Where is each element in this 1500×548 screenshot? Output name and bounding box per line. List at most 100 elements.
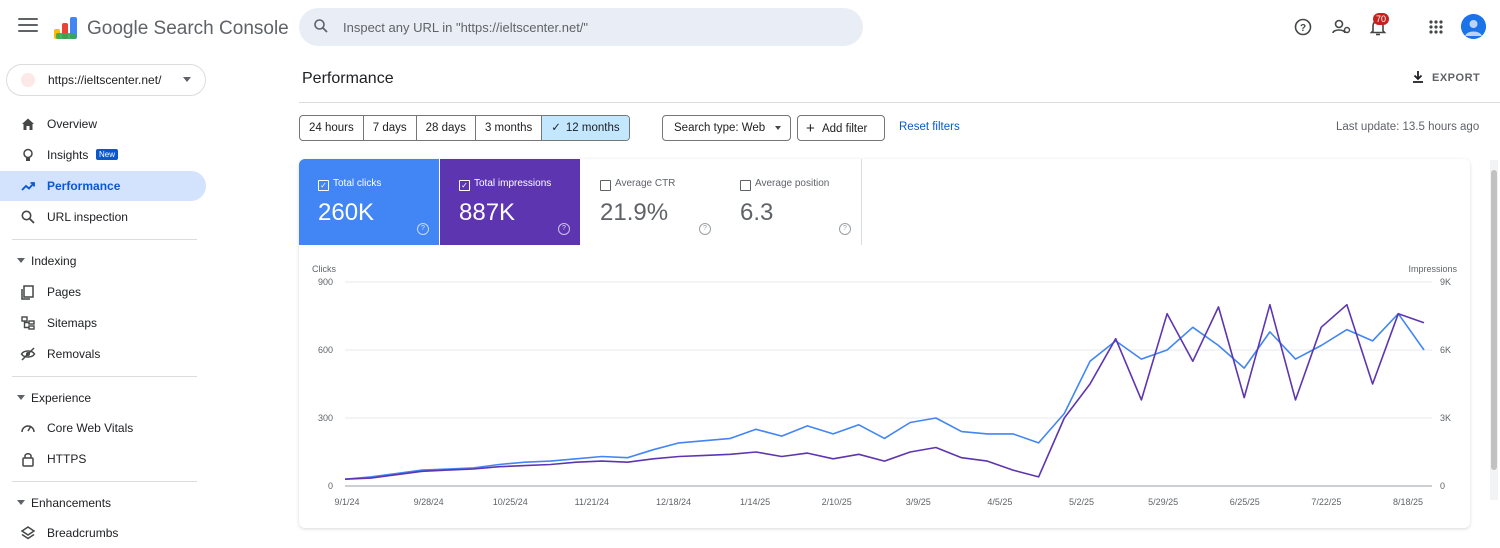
svg-text:?: ?: [1300, 23, 1306, 34]
search-input[interactable]: Inspect any URL in "https://ieltscenter.…: [343, 20, 589, 35]
page-title: Performance: [302, 70, 394, 87]
help-icon[interactable]: ?: [699, 223, 711, 235]
checkbox-checked-icon[interactable]: ✓: [459, 180, 470, 191]
metric-label: Total clicks: [333, 178, 382, 189]
x-tick-label: 10/25/24: [493, 497, 528, 507]
section-experience[interactable]: Experience: [0, 385, 206, 411]
sidebar-item-label: Removals: [47, 347, 101, 361]
range-3-months[interactable]: 3 months: [476, 116, 543, 140]
sidebar-item-overview[interactable]: Overview: [0, 109, 206, 139]
app-title: Google Search Console: [87, 18, 289, 39]
metric-value: 887K: [459, 199, 516, 226]
metric-label: Average position: [755, 178, 830, 189]
scrollbar-thumb[interactable]: [1491, 170, 1497, 470]
help-icon[interactable]: ?: [839, 223, 851, 235]
sidebar: https://ieltscenter.net/ Overview Insigh…: [0, 56, 215, 541]
y-right-tick-label: 0: [1440, 481, 1445, 491]
notification-count-badge: 70: [1373, 13, 1390, 25]
property-selector[interactable]: https://ieltscenter.net/: [6, 64, 206, 96]
x-tick-label: 2/10/25: [822, 497, 852, 507]
sidebar-item-url-inspection[interactable]: URL inspection: [0, 202, 206, 232]
lock-icon: [22, 453, 34, 467]
download-icon: [1413, 71, 1423, 83]
search-icon: [314, 19, 328, 33]
sidebar-item-label: Overview: [47, 117, 98, 131]
y-left-tick-label: 0: [328, 481, 333, 491]
metric-total-impressions[interactable]: ✓ Total impressions 887K ?: [440, 159, 580, 245]
main-menu-icon[interactable]: [18, 18, 38, 34]
sidebar-item-pages[interactable]: Pages: [0, 277, 206, 307]
y-right-axis-label: Impressions: [1408, 264, 1457, 274]
range-7-days[interactable]: 7 days: [364, 116, 417, 140]
page-scrollbar[interactable]: [1490, 160, 1498, 500]
x-tick-label: 7/22/25: [1311, 497, 1341, 507]
impressions-series-line: [344, 303, 1425, 480]
help-icon[interactable]: ?: [1292, 16, 1314, 38]
collapse-arrow-icon: [17, 258, 25, 263]
sidebar-item-insights[interactable]: Insights New: [0, 140, 206, 170]
x-tick-label: 6/25/25: [1230, 497, 1260, 507]
home-icon: [22, 118, 34, 130]
search-icon: [21, 210, 35, 224]
sitemap-icon: [21, 316, 35, 330]
checkbox-unchecked-icon[interactable]: [600, 180, 611, 191]
top-bar: Google Search Console Inspect any URL in…: [0, 0, 1500, 56]
sidebar-divider: [12, 239, 197, 240]
speed-icon: [21, 425, 35, 433]
x-tick-label: 5/29/25: [1148, 497, 1178, 507]
metric-value: 6.3: [740, 199, 774, 226]
layers-icon: [20, 526, 36, 540]
range-28-days[interactable]: 28 days: [417, 116, 476, 140]
checkbox-checked-icon[interactable]: ✓: [318, 180, 329, 191]
sidebar-item-label: URL inspection: [47, 210, 128, 224]
section-indexing[interactable]: Indexing: [0, 248, 206, 274]
metric-total-clicks[interactable]: ✓ Total clicks 260K ?: [299, 159, 439, 245]
sidebar-item-https[interactable]: HTTPS: [0, 444, 206, 474]
range-12-months[interactable]: ✓ 12 months: [542, 116, 629, 140]
help-icon[interactable]: ?: [558, 223, 570, 235]
search-console-logo: [54, 17, 77, 39]
search-type-label: Search type: Web: [674, 122, 766, 134]
property-url: https://ieltscenter.net/: [48, 73, 162, 87]
metric-average-ctr[interactable]: Average CTR 21.9% ?: [581, 159, 722, 245]
removals-icon: [20, 347, 36, 361]
range-12-months-label: 12 months: [565, 122, 620, 134]
url-inspect-search[interactable]: Inspect any URL in "https://ieltscenter.…: [299, 8, 863, 46]
sidebar-item-breadcrumbs[interactable]: Breadcrumbs: [0, 518, 206, 548]
metric-average-position[interactable]: Average position 6.3 ?: [721, 159, 862, 245]
section-enhancements[interactable]: Enhancements: [0, 490, 206, 516]
sidebar-item-core-web-vitals[interactable]: Core Web Vitals: [0, 413, 206, 443]
section-title: Indexing: [31, 254, 77, 268]
add-filter-label: Add filter: [821, 123, 868, 135]
search-type-dropdown[interactable]: Search type: Web: [662, 115, 791, 141]
reset-filters-link[interactable]: Reset filters: [899, 121, 960, 133]
sidebar-item-performance[interactable]: Performance: [0, 171, 206, 201]
x-tick-label: 11/21/24: [575, 497, 609, 507]
y-left-tick-label: 300: [318, 413, 333, 423]
section-title: Experience: [31, 391, 92, 405]
range-24-hours[interactable]: 24 hours: [300, 116, 364, 140]
sidebar-item-label: Performance: [47, 179, 121, 193]
metric-label: Total impressions: [474, 178, 552, 189]
sidebar-item-label: Insights: [47, 148, 89, 162]
trending-up-icon: [21, 182, 35, 191]
apps-grid-icon[interactable]: [1425, 16, 1447, 38]
checkbox-unchecked-icon[interactable]: [740, 180, 751, 191]
new-badge: New: [96, 149, 119, 160]
performance-line-chart: 0 0 300 3K 600 6K 900 9K Clicks Impressions 9/1/24…: [312, 264, 1458, 507]
account-avatar[interactable]: [1461, 14, 1486, 39]
sidebar-item-sitemaps[interactable]: Sitemaps: [0, 308, 206, 338]
clicks-series-line: [344, 312, 1425, 480]
x-tick-label: 8/18/25: [1393, 497, 1423, 507]
collapse-arrow-icon: [17, 395, 25, 400]
sidebar-item-label: Sitemaps: [47, 316, 98, 330]
x-tick-label: 3/9/25: [906, 497, 931, 507]
y-left-tick-label: 900: [318, 277, 333, 287]
last-update-text: Last update: 13.5 hours ago: [1336, 121, 1480, 133]
manage-users-icon[interactable]: [1330, 16, 1352, 38]
add-filter-button[interactable]: + Add filter: [797, 115, 885, 141]
export-label: EXPORT: [1432, 72, 1481, 84]
help-icon[interactable]: ?: [417, 223, 429, 235]
sidebar-item-removals[interactable]: Removals: [0, 339, 206, 369]
y-right-tick-label: 9K: [1440, 277, 1451, 287]
